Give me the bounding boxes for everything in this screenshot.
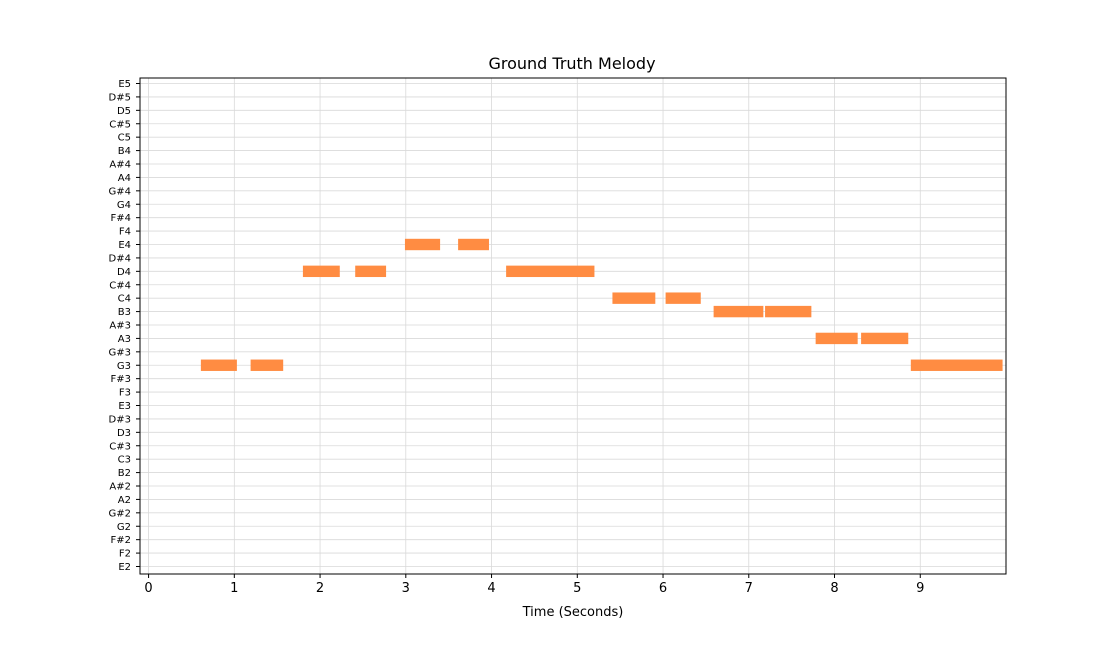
note-bar — [355, 265, 387, 278]
y-tick-label: F3 — [119, 388, 131, 399]
y-tick-label: D3 — [117, 428, 131, 439]
x-tick-label: 0 — [144, 581, 152, 596]
y-tick-label: B2 — [118, 468, 131, 479]
x-tick-label: 2 — [316, 581, 324, 596]
y-tick-label: G#3 — [109, 347, 132, 358]
x-tick-label: 3 — [402, 581, 410, 596]
y-tick-label: G2 — [117, 522, 131, 533]
y-tick-label: C#4 — [109, 280, 131, 291]
x-axis: 0 1 2 3 4 5 6 7 8 9 — [144, 574, 924, 596]
note-bar — [302, 265, 340, 278]
y-tick-label: C3 — [118, 455, 131, 466]
y-tick-label: G4 — [117, 200, 131, 211]
x-tick-label: 9 — [916, 581, 924, 596]
note-bar — [910, 359, 1003, 371]
y-tick-label: C5 — [118, 133, 131, 144]
note-bar — [815, 332, 858, 345]
y-tick-label: G#2 — [109, 508, 132, 519]
note-bar — [250, 359, 284, 371]
y-tick-label: D#5 — [109, 92, 131, 103]
note-bar — [765, 305, 812, 318]
x-tick-label: 6 — [659, 581, 667, 596]
y-tick-label: E5 — [118, 79, 131, 90]
y-tick-label: F#4 — [111, 213, 132, 224]
x-tick-label: 7 — [745, 581, 753, 596]
note-bar — [200, 359, 237, 371]
y-tick-label: B3 — [118, 307, 131, 318]
x-tick-label: 5 — [573, 581, 581, 596]
y-tick-label: F#2 — [111, 535, 132, 546]
x-tick-label: 1 — [230, 581, 238, 596]
x-axis-label: Time (Seconds) — [522, 605, 624, 620]
grid-lines — [140, 78, 1006, 574]
y-tick-label: C4 — [118, 294, 131, 305]
chart-title: Ground Truth Melody — [488, 54, 655, 73]
y-tick-label: D#3 — [109, 414, 131, 425]
y-tick-label: F#3 — [111, 374, 132, 385]
plot-frame — [139, 77, 1007, 575]
note-bar — [861, 332, 909, 345]
y-tick-label: F2 — [119, 549, 131, 560]
y-tick-label: D4 — [117, 267, 131, 278]
y-tick-label: C#3 — [109, 441, 131, 452]
y-tick-label: G3 — [117, 361, 131, 372]
note-bar — [612, 292, 656, 304]
y-tick-label: A2 — [118, 495, 131, 506]
y-tick-label: B4 — [118, 146, 131, 157]
y-tick-label: A#3 — [109, 321, 131, 332]
y-tick-label: A4 — [118, 173, 131, 184]
y-tick-label: E4 — [118, 240, 131, 251]
note-bars — [200, 238, 1003, 371]
y-tick-label: D#4 — [109, 253, 131, 264]
y-tick-label: E3 — [118, 401, 131, 412]
y-tick-label: E2 — [118, 562, 131, 573]
y-tick-label: A#2 — [109, 482, 131, 493]
note-bar — [506, 265, 595, 278]
note-bar — [458, 238, 489, 251]
y-tick-label: F4 — [119, 227, 131, 238]
y-tick-label: C#5 — [109, 119, 131, 130]
y-tick-label: A#4 — [109, 160, 131, 171]
x-tick-label: 4 — [487, 581, 495, 596]
y-tick-label: G#4 — [109, 186, 132, 197]
note-bar — [665, 292, 701, 304]
y-axis: E2 F2 F#2 G2 G#2 A2 A#2 B2 C3 C#3 D3 D#3 E3 F3 F#3 G3 G#… — [109, 79, 140, 573]
y-tick-label: A3 — [118, 334, 131, 345]
note-bar — [404, 238, 441, 251]
x-tick-label: 8 — [830, 581, 838, 596]
note-bar — [713, 305, 764, 318]
y-tick-label: D5 — [117, 106, 131, 117]
